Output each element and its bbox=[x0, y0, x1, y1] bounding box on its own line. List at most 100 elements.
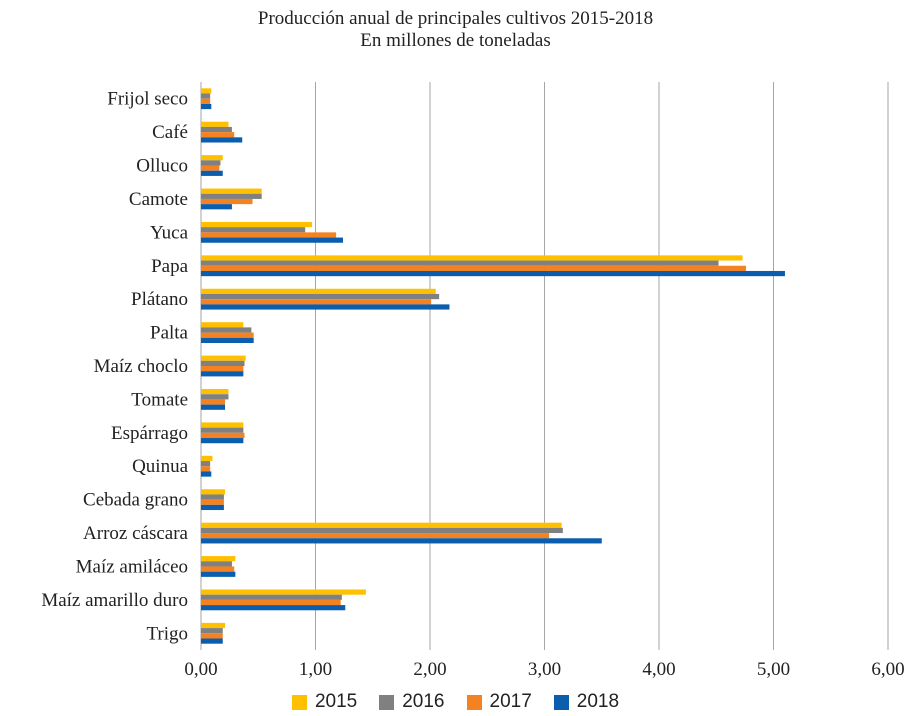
category-label: Café bbox=[152, 122, 188, 143]
legend-item-2018: 2018 bbox=[553, 691, 620, 713]
bar-2015 bbox=[201, 422, 244, 428]
category-label: Plátano bbox=[131, 289, 188, 310]
category-label: Quinua bbox=[132, 456, 189, 477]
legend-label-2018: 2018 bbox=[576, 691, 620, 712]
bar-2016 bbox=[201, 160, 221, 166]
bar-2015 bbox=[201, 155, 223, 161]
x-tick-label: 4,00 bbox=[642, 659, 675, 680]
bar-2015 bbox=[201, 188, 262, 194]
bar-2016 bbox=[201, 461, 211, 467]
legend-item-2016: 2016 bbox=[379, 691, 445, 713]
bar-2015 bbox=[201, 455, 213, 462]
bar-2016 bbox=[201, 594, 342, 600]
bar-2015 bbox=[201, 288, 436, 294]
bar-2016 bbox=[201, 427, 244, 433]
bar-2016 bbox=[201, 394, 229, 400]
category-label: Papa bbox=[151, 256, 189, 277]
bar-2018 bbox=[201, 204, 232, 210]
x-tick-label: 6,00 bbox=[871, 659, 904, 680]
bar-2017 bbox=[201, 132, 235, 138]
bar-2018 bbox=[201, 605, 346, 611]
bar-2015 bbox=[201, 121, 229, 127]
legend-label-2016: 2016 bbox=[402, 691, 445, 712]
bar-2015 bbox=[201, 589, 366, 595]
bar-2016 bbox=[201, 494, 224, 500]
bar-2018 bbox=[201, 571, 236, 577]
bar-2018 bbox=[201, 638, 223, 644]
bar-2016 bbox=[201, 561, 232, 567]
category-label: Cebada grano bbox=[83, 490, 188, 511]
bar-2018 bbox=[201, 137, 243, 143]
legend-item-2015: 2015 bbox=[291, 691, 358, 713]
category-label: Yuca bbox=[150, 222, 189, 243]
bar-2017 bbox=[201, 265, 747, 271]
x-tick-label: 5,00 bbox=[757, 659, 790, 680]
legend-swatch-2018 bbox=[553, 694, 569, 710]
bar-2017 bbox=[201, 165, 220, 171]
bar-2017 bbox=[201, 633, 223, 639]
bar-2015 bbox=[201, 622, 226, 629]
bar-2018 bbox=[201, 471, 212, 477]
bar-2017 bbox=[201, 366, 244, 372]
bar-2015 bbox=[201, 389, 229, 395]
bar-2016 bbox=[201, 527, 563, 534]
bar-2015 bbox=[201, 489, 226, 495]
bar-2017 bbox=[201, 198, 253, 205]
bar-2015 bbox=[201, 355, 246, 361]
bar-2018 bbox=[201, 371, 244, 377]
bar-2017 bbox=[201, 98, 211, 104]
category-label: Maíz amiláceo bbox=[76, 556, 188, 577]
bar-2015 bbox=[201, 255, 743, 261]
legend-label-2017: 2017 bbox=[489, 691, 532, 712]
legend-item-2017: 2017 bbox=[466, 691, 532, 713]
bar-2016 bbox=[201, 360, 245, 366]
bar-2018 bbox=[201, 538, 602, 544]
x-tick-label: 1,00 bbox=[299, 659, 332, 680]
category-label: Maíz amarillo duro bbox=[41, 590, 188, 611]
bar-2018 bbox=[201, 438, 244, 444]
bar-2016 bbox=[201, 126, 232, 133]
bar-2017 bbox=[201, 332, 254, 338]
bar-2015 bbox=[201, 522, 562, 528]
category-label: Olluco bbox=[136, 156, 188, 177]
bar-2017 bbox=[201, 432, 245, 439]
bar-2016 bbox=[201, 93, 211, 99]
x-tick-label: 3,00 bbox=[528, 659, 561, 680]
bar-2017 bbox=[201, 533, 550, 539]
category-label: Tomate bbox=[131, 389, 188, 410]
bar-2018 bbox=[201, 237, 343, 243]
category-label: Arroz cáscara bbox=[83, 523, 189, 544]
legend: 2015 2016 2017 2018 bbox=[0, 688, 911, 716]
category-label: Palta bbox=[150, 323, 189, 344]
bar-2017 bbox=[201, 599, 341, 606]
bar-2016 bbox=[201, 628, 223, 634]
bar-2018 bbox=[201, 337, 254, 343]
bar-2015 bbox=[201, 322, 244, 328]
bar-2017 bbox=[201, 232, 337, 238]
bar-2016 bbox=[201, 193, 262, 199]
bar-2018 bbox=[201, 170, 223, 176]
bar-2017 bbox=[201, 299, 432, 305]
bar-2016 bbox=[201, 227, 306, 233]
bar-2018 bbox=[201, 304, 450, 310]
legend-swatch-2016 bbox=[379, 694, 395, 710]
bar-2017 bbox=[201, 499, 224, 505]
bar-2018 bbox=[201, 103, 212, 110]
bar-2015 bbox=[201, 88, 212, 94]
category-label: Trigo bbox=[146, 623, 188, 644]
category-label: Frijol seco bbox=[107, 89, 188, 110]
bar-2017 bbox=[201, 399, 226, 405]
bar-2015 bbox=[201, 556, 236, 562]
bar-2018 bbox=[201, 270, 785, 277]
legend-swatch-2015 bbox=[291, 694, 307, 710]
bar-2015 bbox=[201, 221, 313, 228]
category-label: Camote bbox=[129, 189, 188, 210]
bar-2017 bbox=[201, 566, 235, 572]
legend-label-2015: 2015 bbox=[314, 691, 358, 712]
chart-subtitle: En millones de toneladas bbox=[360, 30, 551, 51]
chart-title: Producción anual de principales cultivos… bbox=[257, 8, 654, 29]
legend-swatch-2017 bbox=[466, 694, 482, 710]
bar-2017 bbox=[201, 466, 211, 472]
